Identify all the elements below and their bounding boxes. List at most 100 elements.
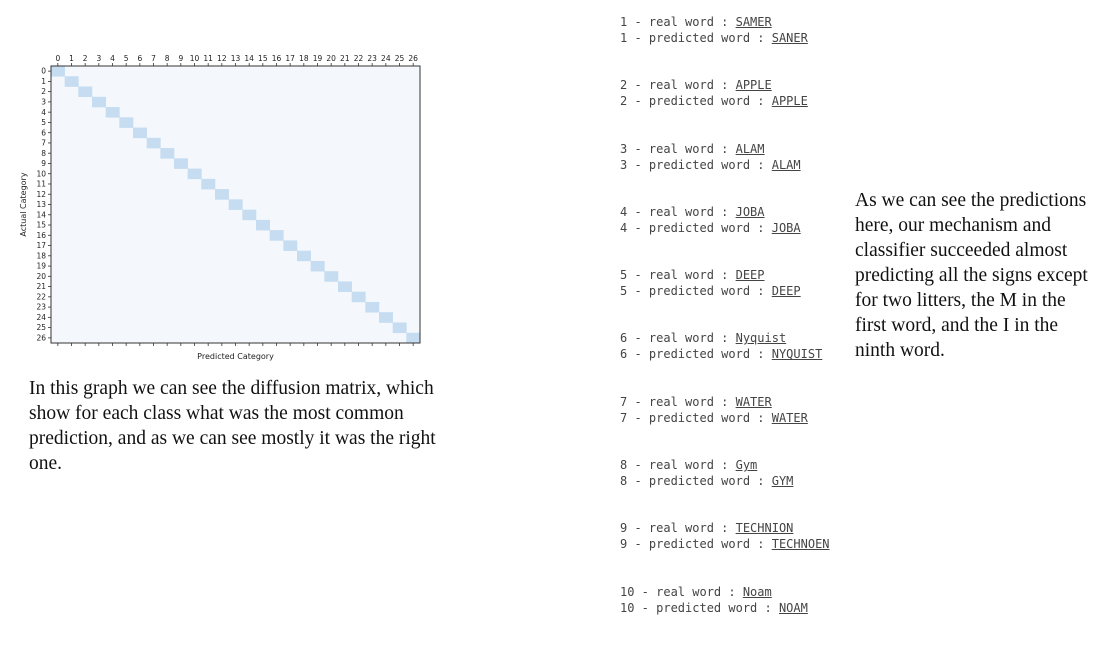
y-tick-label: 22 bbox=[36, 292, 46, 301]
predicted-word: NOAM bbox=[778, 600, 808, 615]
prediction-label: - real word : bbox=[627, 458, 736, 473]
prediction-index: 9 bbox=[620, 521, 628, 536]
prediction-label: - real word : bbox=[627, 521, 736, 536]
y-tick-label: 11 bbox=[36, 180, 46, 189]
prediction-label: - predicted word : bbox=[627, 31, 772, 45]
y-tick-label: 2 bbox=[41, 87, 46, 96]
real-word: ALAM bbox=[735, 141, 765, 156]
y-tick-label: 21 bbox=[36, 282, 46, 291]
predicted-line: 10 - predicted word : NOAM bbox=[620, 600, 830, 616]
prediction-pair: 5 - real word : DEEP 5 - predicted word :… bbox=[620, 267, 830, 330]
y-tick-label: 17 bbox=[36, 241, 46, 250]
prediction-index: 10 bbox=[620, 600, 635, 615]
prediction-pair: 7 - real word : WATER 7 - predicted word … bbox=[620, 394, 830, 457]
x-tick-label: 23 bbox=[367, 54, 377, 63]
prediction-label: - real word : bbox=[627, 331, 736, 346]
predicted-line: 6 - predicted word : NYQUIST bbox=[620, 346, 830, 362]
heatmap-cell bbox=[64, 76, 79, 87]
heatmap-cell bbox=[51, 66, 65, 77]
heatmap-cell bbox=[324, 271, 339, 282]
heatmap-cell bbox=[392, 322, 407, 334]
real-word: Noam bbox=[742, 584, 772, 599]
prediction-index: 5 bbox=[620, 284, 628, 299]
x-tick-label: 25 bbox=[395, 54, 405, 63]
prediction-index: 9 bbox=[620, 537, 628, 552]
chart-caption: In this graph we can see the diffusion m… bbox=[29, 378, 436, 474]
predicted-line: 2 - predicted word : APPLE bbox=[620, 93, 830, 109]
y-tick-label: 1 bbox=[41, 77, 46, 86]
y-tick-label: 5 bbox=[41, 118, 46, 127]
prediction-index: 3 bbox=[620, 141, 628, 156]
prediction-index: 7 bbox=[620, 410, 628, 425]
y-tick-label: 20 bbox=[36, 272, 46, 281]
prediction-label: - real word : bbox=[634, 584, 743, 599]
prediction-label: - real word : bbox=[627, 141, 736, 156]
confusion-matrix-svg: 0 1 2 3 4 5 6 7 8 9 10 11 12 13 14 15 16 17 18 19 20 21 22 23 24… bbox=[19, 54, 421, 361]
x-tick-label: 22 bbox=[354, 54, 364, 63]
real-line: 8 - real word : Gym bbox=[620, 457, 830, 473]
prediction-index: 6 bbox=[620, 331, 628, 346]
prediction-label: - predicted word : bbox=[627, 410, 772, 425]
prediction-label: - predicted word : bbox=[634, 600, 779, 615]
prediction-label: - predicted word : bbox=[627, 157, 772, 172]
real-line: 7 - real word : WATER bbox=[620, 394, 830, 410]
heatmap-cell bbox=[406, 332, 421, 344]
heatmap-cell bbox=[351, 291, 366, 303]
prediction-index: 4 bbox=[620, 220, 628, 235]
predicted-word: JOBA bbox=[771, 220, 801, 235]
real-word: TECHNION bbox=[735, 521, 794, 536]
y-tick-label: 0 bbox=[41, 67, 46, 76]
x-tick-label: 11 bbox=[203, 54, 213, 63]
predicted-word: GYM bbox=[771, 474, 794, 489]
predicted-line: 4 - predicted word : JOBA bbox=[620, 220, 830, 236]
heatmap-cell bbox=[146, 137, 161, 149]
confusion-matrix-chart: 0 1 2 3 4 5 6 7 8 9 10 11 12 13 14 15 16 17 18 19 20 21 22 23 24… bbox=[10, 40, 430, 365]
y-tick-label: 16 bbox=[36, 231, 46, 240]
y-tick-label: 4 bbox=[41, 108, 46, 117]
x-tick-label: 14 bbox=[244, 54, 254, 63]
x-tick-label: 3 bbox=[96, 54, 101, 63]
predicted-line: 3 - predicted word : ALAM bbox=[620, 157, 830, 173]
real-word: WATER bbox=[735, 394, 772, 409]
heatmap-cell bbox=[215, 189, 229, 200]
real-line: 3 - real word : ALAM bbox=[620, 141, 830, 157]
heatmap-cell bbox=[119, 117, 134, 128]
real-word: DEEP bbox=[735, 268, 765, 283]
real-line: 1 - real word : SAMER bbox=[620, 14, 830, 30]
y-tick-label: 8 bbox=[41, 149, 46, 158]
x-tick-label: 17 bbox=[285, 54, 295, 63]
heatmap-cell bbox=[365, 301, 380, 313]
prediction-index: 10 bbox=[620, 584, 635, 599]
x-tick-label: 21 bbox=[340, 54, 350, 63]
prediction-pair: 4 - real word : JOBA 4 - predicted word :… bbox=[620, 204, 830, 267]
real-word: Gym bbox=[735, 458, 758, 473]
x-tick-label: 26 bbox=[408, 54, 418, 63]
predicted-word: APPLE bbox=[771, 94, 808, 109]
prediction-index: 2 bbox=[620, 94, 628, 109]
y-tick-label: 25 bbox=[36, 323, 46, 332]
heatmap-cell bbox=[160, 148, 175, 159]
predicted-word: SANER bbox=[771, 31, 808, 45]
heatmap-cell bbox=[105, 107, 120, 118]
x-tick-label: 9 bbox=[178, 54, 183, 63]
y-tick-label: 15 bbox=[36, 221, 46, 230]
prediction-pair: 10 - real word : Noam 10 - predicted word… bbox=[620, 584, 830, 647]
heatmap-cell bbox=[187, 168, 202, 180]
prediction-index: 2 bbox=[620, 78, 628, 93]
x-tick-label: 7 bbox=[151, 54, 156, 63]
predicted-word: DEEP bbox=[771, 284, 801, 299]
prediction-pair: 1 - real word : SAMER 1 - predicted word … bbox=[620, 14, 830, 77]
predicted-line: 9 - predicted word : TECHNOEN bbox=[620, 536, 830, 552]
prediction-label: - real word : bbox=[627, 394, 736, 409]
x-tick-label: 16 bbox=[272, 54, 282, 63]
prediction-index: 3 bbox=[620, 157, 628, 172]
prediction-index: 5 bbox=[620, 268, 628, 283]
real-line: 2 - real word : APPLE bbox=[620, 77, 830, 93]
prediction-label: - predicted word : bbox=[627, 347, 772, 362]
y-tick-label: 10 bbox=[36, 169, 46, 178]
heatmap-cell bbox=[283, 240, 298, 251]
prediction-index: 4 bbox=[620, 204, 628, 219]
x-tick-label: 18 bbox=[299, 54, 309, 63]
x-tick-label: 0 bbox=[55, 54, 60, 63]
x-tick-label: 13 bbox=[231, 54, 241, 63]
